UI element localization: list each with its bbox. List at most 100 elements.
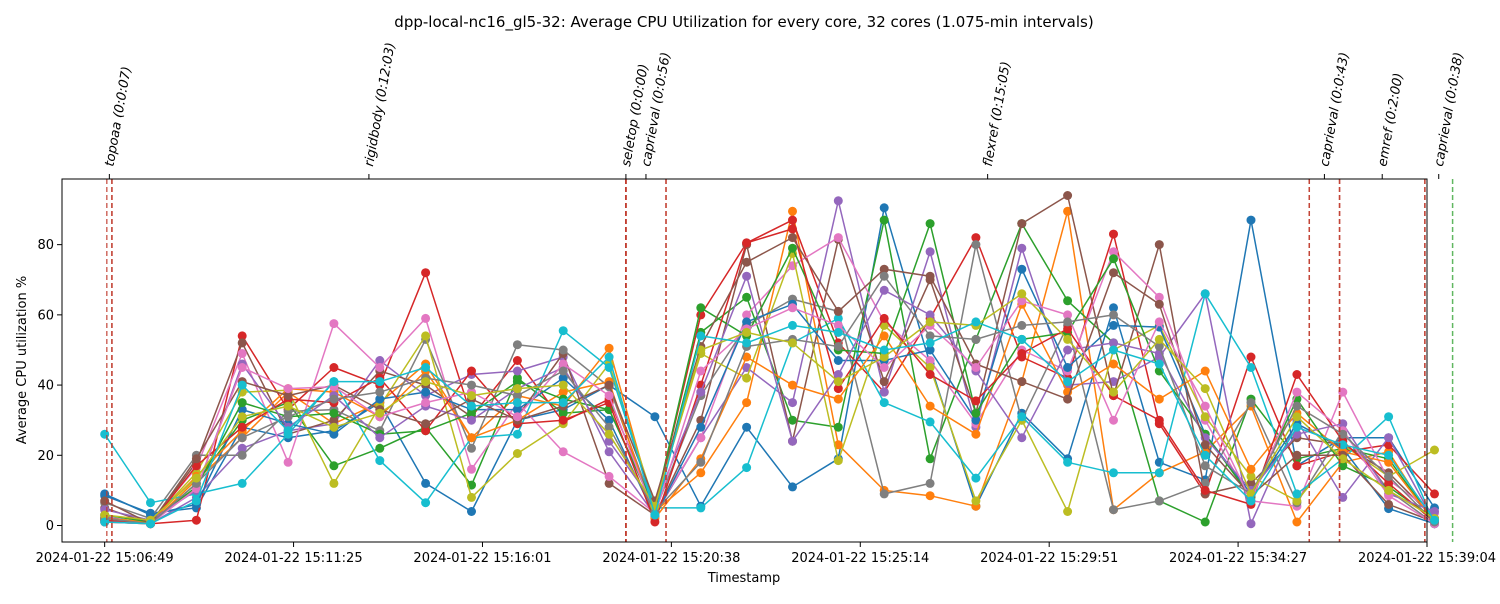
data-point: [1384, 457, 1394, 467]
data-point: [237, 338, 247, 348]
series-line: [104, 222, 1435, 523]
data-point: [833, 233, 843, 243]
data-point: [788, 320, 797, 330]
data-point: [512, 412, 522, 422]
data-point: [237, 450, 247, 460]
data-point: [467, 443, 476, 453]
data-point: [604, 415, 614, 425]
data-point: [237, 363, 247, 372]
data-point: [512, 449, 522, 458]
data-point: [1017, 433, 1027, 443]
data-point: [696, 366, 706, 376]
data-point: [1109, 254, 1118, 264]
data-point: [1017, 243, 1027, 253]
data-point: [925, 356, 935, 365]
data-point: [833, 422, 843, 432]
data-point: [512, 391, 522, 401]
data-point: [1200, 440, 1210, 450]
data-point: [879, 363, 889, 372]
data-point: [1430, 445, 1439, 455]
data-point: [971, 496, 981, 506]
data-point: [146, 519, 155, 529]
data-point: [1063, 296, 1073, 306]
data-point: [604, 343, 614, 353]
data-point: [1063, 457, 1073, 467]
data-point: [742, 422, 752, 432]
data-point: [512, 405, 522, 415]
y-tick-label: 60: [37, 308, 54, 323]
stage-label: rigidbody (0:12:03): [362, 41, 399, 167]
data-point: [558, 398, 568, 408]
data-point: [879, 264, 889, 274]
data-point: [1109, 310, 1118, 320]
data-point: [650, 412, 660, 422]
data-point: [1384, 450, 1394, 460]
data-point: [925, 417, 935, 427]
data-point: [191, 461, 201, 471]
series-line: [104, 275, 1436, 525]
data-point: [971, 363, 981, 372]
data-point: [788, 233, 797, 243]
data-point: [1063, 324, 1073, 334]
data-point: [1246, 215, 1256, 225]
data-point: [1063, 310, 1073, 320]
data-point: [1109, 468, 1118, 478]
data-point: [971, 317, 981, 327]
data-point: [1246, 519, 1256, 529]
data-point: [1063, 507, 1073, 516]
data-point: [237, 331, 247, 341]
data-point: [1384, 412, 1394, 422]
data-point: [879, 398, 889, 408]
data-point: [742, 463, 752, 473]
data-point: [742, 310, 752, 320]
data-point: [329, 363, 339, 372]
data-point: [191, 454, 201, 464]
data-point: [237, 349, 247, 358]
data-point: [742, 257, 752, 267]
x-tick-label: 2024-01-22 15:16:01: [413, 551, 551, 566]
data-point: [1338, 419, 1348, 429]
data-point: [1338, 492, 1348, 502]
data-point: [604, 391, 614, 401]
data-point: [1063, 317, 1073, 327]
data-point: [329, 429, 339, 439]
x-tick-label: 2024-01-22 15:06:49: [36, 551, 174, 566]
data-point: [1063, 334, 1073, 344]
data-point: [833, 370, 843, 379]
data-point: [1292, 387, 1302, 397]
data-point: [925, 401, 935, 411]
data-point: [1017, 377, 1027, 387]
stage-label: caprieval (0:0:38): [1432, 51, 1467, 168]
data-point: [1384, 499, 1394, 509]
data-point: [191, 515, 201, 525]
data-point: [742, 317, 752, 327]
data-point: [1109, 320, 1118, 330]
data-point: [1292, 461, 1302, 471]
data-point: [421, 377, 431, 387]
data-point: [1200, 461, 1210, 471]
data-point: [1063, 394, 1073, 404]
data-point: [971, 415, 981, 425]
data-point: [237, 478, 247, 488]
data-point: [1109, 387, 1118, 397]
data-point: [467, 415, 476, 425]
data-point: [421, 268, 431, 278]
data-point: [1246, 478, 1256, 488]
data-point: [1246, 398, 1256, 408]
data-point: [971, 473, 981, 483]
stage-label: emref (0:2:00): [1375, 72, 1406, 168]
series-20: [100, 317, 1439, 529]
data-point: [329, 478, 339, 488]
data-point: [467, 492, 476, 502]
data-point: [467, 507, 476, 516]
data-point: [421, 363, 431, 372]
series-line: [104, 228, 1435, 525]
data-point: [1017, 296, 1027, 306]
data-point: [467, 408, 476, 418]
data-point: [696, 457, 706, 467]
data-point: [1292, 450, 1302, 460]
data-point: [1109, 338, 1118, 348]
data-point: [237, 380, 247, 390]
data-point: [879, 352, 889, 362]
